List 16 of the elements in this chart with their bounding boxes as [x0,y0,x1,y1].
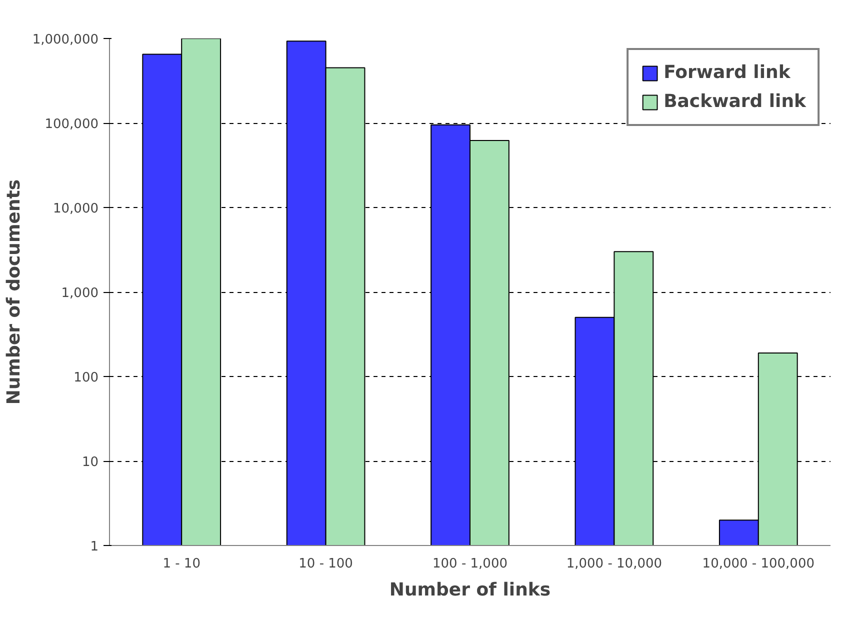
y-tick-label: 100 [74,370,99,386]
x-tick-label: 10,000 - 100,000 [702,556,815,572]
y-tick-label: 10 [82,455,99,470]
x-tick-label: 1 - 10 [162,556,200,572]
x-axis-title: Number of links [389,580,551,600]
y-tick-label: 10,000 [53,202,99,216]
y-tick-label: 100,000 [44,117,99,132]
y-tick-label: 1,000,000 [32,32,99,48]
y-tick-label: 1 [90,540,99,554]
y-tick-label: 1,000 [61,286,98,301]
legend-label: Backward link [664,91,806,112]
legend-label: Forward link [664,62,790,83]
x-tick-label: 100 - 1,000 [432,556,508,572]
x-tick-label: 1,000 - 10,000 [566,556,662,572]
x-tick-label: 10 - 100 [298,556,353,572]
y-axis-title: Number of documents [3,179,24,405]
